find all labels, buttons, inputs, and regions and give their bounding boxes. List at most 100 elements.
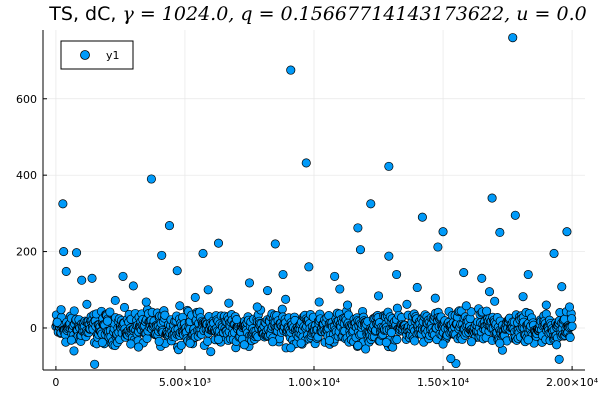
data-point-25 xyxy=(549,248,559,259)
band-point xyxy=(567,314,577,324)
data-point-5 xyxy=(384,161,394,171)
data-point-88 xyxy=(262,285,273,296)
data-point-29 xyxy=(172,266,182,276)
data-point-89 xyxy=(335,284,345,294)
data-points xyxy=(51,33,577,369)
data-point-16 xyxy=(562,227,572,237)
data-point-53 xyxy=(190,292,200,302)
data-point-44 xyxy=(361,344,371,354)
data-point-58 xyxy=(342,300,353,310)
data-point-68 xyxy=(97,337,107,348)
data-point-91 xyxy=(484,287,495,297)
data-point-75 xyxy=(296,338,306,348)
data-point-77 xyxy=(353,340,363,351)
data-point-48 xyxy=(56,305,66,315)
data-point-13 xyxy=(270,239,280,249)
data-point-11 xyxy=(353,223,363,233)
data-point-32 xyxy=(392,269,402,280)
data-point-56 xyxy=(281,294,291,304)
data-point-62 xyxy=(461,301,471,311)
data-point-17 xyxy=(59,247,69,257)
data-point-27 xyxy=(87,273,97,283)
band-point xyxy=(565,332,575,343)
data-point-63 xyxy=(490,296,500,306)
data-point-76 xyxy=(324,336,335,346)
data-point-83 xyxy=(523,335,533,345)
band-point xyxy=(105,307,115,317)
data-point-4 xyxy=(301,158,311,168)
data-point-47 xyxy=(286,343,296,353)
data-point-36 xyxy=(244,278,255,288)
axes xyxy=(42,30,585,371)
chart-title-math: γ = 1024.0, q = 0.15667714143173622, u =… xyxy=(122,3,586,25)
y-tick-label-0: 0 xyxy=(30,322,37,335)
data-point-1 xyxy=(146,174,156,184)
data-point-70 xyxy=(154,336,164,346)
data-point-61 xyxy=(430,293,440,303)
data-point-38 xyxy=(90,359,100,369)
data-point-35 xyxy=(61,266,71,276)
data-point-49 xyxy=(82,299,92,309)
y-tick-label-3: 600 xyxy=(16,93,37,106)
data-point-79 xyxy=(410,336,420,346)
data-point-60 xyxy=(402,299,412,309)
x-tick-label-4: 2.00×10⁴ xyxy=(546,376,599,389)
band-point xyxy=(160,310,170,320)
data-point-92 xyxy=(557,282,567,292)
data-point-26 xyxy=(77,275,87,285)
data-point-0 xyxy=(58,199,68,209)
data-point-34 xyxy=(523,269,533,280)
data-point-10 xyxy=(417,212,427,222)
data-point-31 xyxy=(330,271,340,281)
x-tick-label-1: 5.00×10³ xyxy=(159,376,211,389)
tick-labels: 0 5.00×10³ 1.00×10⁴ 1.50×10⁴ 2.00×10⁴ 0 200 400… xyxy=(16,93,599,389)
data-point-73 xyxy=(239,340,249,350)
data-point-18 xyxy=(72,248,82,258)
data-point-33 xyxy=(459,268,469,278)
data-point-93 xyxy=(102,316,113,326)
data-point-72 xyxy=(213,334,224,344)
data-point-52 xyxy=(175,301,185,311)
data-point-3 xyxy=(286,65,296,75)
data-point-82 xyxy=(495,338,505,348)
data-point-71 xyxy=(185,338,195,348)
data-point-43 xyxy=(69,346,79,356)
legend-marker xyxy=(80,50,90,60)
data-point-28 xyxy=(118,271,128,281)
data-point-67 xyxy=(66,335,76,345)
data-point-2 xyxy=(164,221,175,231)
data-point-86 xyxy=(128,281,138,291)
data-point-59 xyxy=(373,291,384,301)
legend: y1 xyxy=(60,40,134,70)
data-point-55 xyxy=(252,302,262,312)
data-point-64 xyxy=(518,292,528,302)
data-point-80 xyxy=(438,339,448,349)
data-point-69 xyxy=(126,339,136,349)
data-point-81 xyxy=(466,337,476,347)
data-point-19 xyxy=(438,227,448,237)
chart-title-prefix: TS, dC, xyxy=(48,3,122,25)
legend-box xyxy=(60,40,134,70)
data-point-23 xyxy=(304,262,314,272)
data-point-15 xyxy=(433,242,443,252)
band-point xyxy=(119,302,130,313)
data-point-14 xyxy=(355,245,366,255)
band-point xyxy=(392,334,402,345)
data-point-90 xyxy=(412,282,422,293)
x-tick-label-0: 0 xyxy=(52,376,59,389)
data-point-85 xyxy=(52,317,62,327)
y-tick-label-1: 200 xyxy=(16,246,37,259)
data-point-66 xyxy=(564,302,575,312)
data-point-40 xyxy=(446,353,456,364)
data-point-30 xyxy=(278,269,288,280)
band-point xyxy=(69,306,79,316)
data-point-12 xyxy=(213,238,224,248)
data-point-50 xyxy=(110,295,120,306)
band-point xyxy=(203,336,213,346)
data-point-7 xyxy=(508,33,518,43)
x-tick-label-2: 1.00×10⁴ xyxy=(288,376,341,389)
data-point-95 xyxy=(386,328,396,338)
data-point-78 xyxy=(381,337,391,348)
data-point-74 xyxy=(268,337,278,347)
